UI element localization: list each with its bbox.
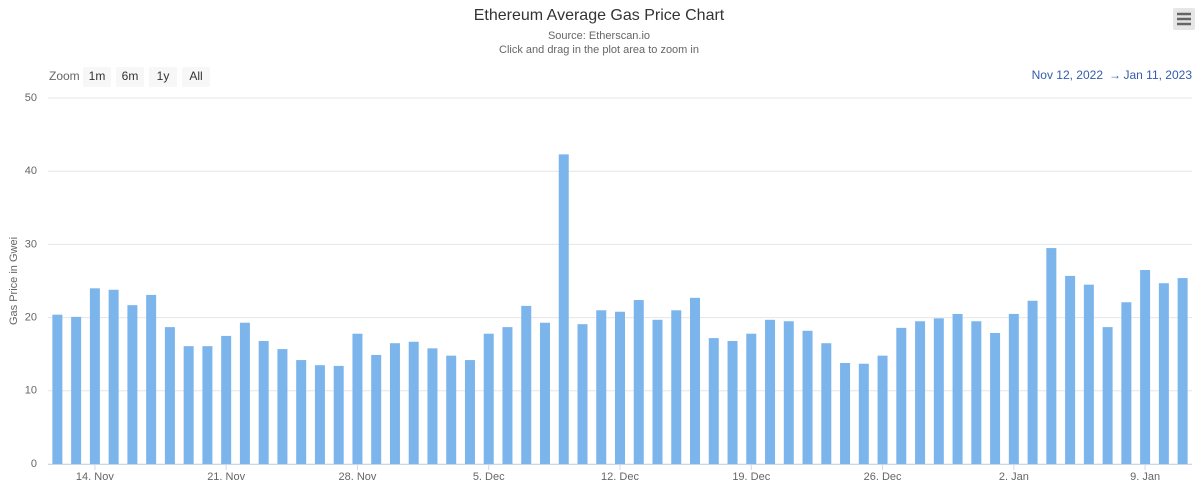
bar: [746, 333, 757, 464]
x-tick-label: 12. Dec: [601, 471, 639, 483]
bar: [539, 322, 550, 464]
x-tick-label: 9. Jan: [1130, 471, 1160, 483]
zoom-hint: Click and drag in the plot area to zoom …: [499, 44, 699, 56]
bar: [333, 365, 344, 464]
bar: [296, 360, 307, 464]
bar: [727, 341, 738, 464]
range-to: Jan 11, 2023: [1123, 68, 1192, 82]
x-tick-label: 5. Dec: [473, 471, 505, 483]
zoom-label: Zoom: [49, 69, 80, 83]
range-separator: →: [1109, 68, 1121, 82]
bar: [446, 355, 457, 464]
zoom-button-label[interactable]: All: [189, 69, 202, 83]
zoom-button[interactable]: [182, 67, 210, 87]
bar: [952, 313, 963, 464]
bar: [464, 360, 475, 464]
bar: [427, 348, 438, 464]
y-axis-title: Gas Price in Gwei: [8, 237, 20, 325]
bar: [502, 327, 513, 464]
bar: [671, 310, 682, 464]
bar: [183, 346, 194, 464]
bar: [1121, 302, 1132, 464]
bar: [521, 305, 532, 464]
bar: [765, 319, 776, 464]
bar: [633, 300, 644, 464]
bar: [915, 321, 926, 464]
y-tick-label: 10: [25, 385, 37, 397]
zoom-button[interactable]: [149, 67, 177, 87]
x-tick-label: 19. Dec: [732, 471, 770, 483]
bar: [1083, 284, 1094, 464]
bar: [52, 314, 63, 464]
range-from: Nov 12, 2022: [1032, 68, 1104, 82]
bar: [314, 365, 325, 464]
menu-icon[interactable]: [1177, 12, 1191, 26]
bar: [1140, 270, 1151, 464]
y-tick-label: 50: [25, 92, 37, 104]
bar: [408, 341, 419, 464]
bar: [971, 321, 982, 464]
bar: [990, 332, 1001, 464]
bar: [108, 289, 119, 464]
bar: [258, 341, 269, 464]
bar: [1008, 313, 1019, 464]
bar: [558, 154, 569, 464]
bar: [596, 310, 607, 464]
bar: [1027, 300, 1038, 464]
bar: [146, 294, 157, 464]
bar: [239, 322, 250, 464]
bar: [577, 324, 588, 464]
x-tick-label: 21. Nov: [207, 471, 245, 483]
zoom-button[interactable]: [83, 67, 111, 87]
bar: [371, 354, 382, 464]
zoom-button-label[interactable]: 6m: [122, 69, 139, 83]
bar: [483, 333, 494, 464]
bar: [127, 305, 138, 464]
zoom-button-label[interactable]: 1y: [157, 69, 170, 83]
bar: [615, 311, 625, 464]
bar: [896, 327, 907, 464]
bar: [277, 349, 288, 464]
zoom-button-label[interactable]: 1m: [89, 69, 106, 83]
chart-subtitle: Source: Etherscan.io: [548, 30, 650, 42]
bar: [877, 355, 888, 464]
bar: [708, 338, 719, 464]
bar: [1046, 248, 1057, 464]
y-tick-label: 30: [25, 238, 37, 250]
y-tick-label: 40: [25, 165, 37, 177]
bar: [1065, 275, 1076, 464]
x-tick-label: 14. Nov: [76, 471, 114, 483]
x-tick-label: 28. Nov: [338, 471, 376, 483]
bar: [858, 363, 869, 464]
bar: [352, 333, 363, 464]
bar: [802, 330, 813, 464]
bar: [821, 343, 832, 464]
y-tick-label: 0: [31, 458, 37, 470]
bar: [221, 335, 232, 464]
bar: [89, 288, 100, 464]
bar: [690, 297, 701, 464]
bar: [1158, 283, 1169, 464]
bar: [783, 321, 794, 464]
y-tick-label: 20: [25, 312, 37, 324]
bar: [71, 316, 82, 464]
bar: [164, 327, 175, 464]
bar: [1102, 327, 1113, 464]
menu-button[interactable]: [1173, 8, 1195, 30]
bar: [840, 362, 851, 464]
bar: [933, 318, 944, 464]
zoom-button[interactable]: [116, 67, 144, 87]
bar: [1177, 278, 1188, 464]
x-tick-label: 26. Dec: [864, 471, 902, 483]
bar: [202, 346, 213, 464]
x-tick-label: 2. Jan: [999, 471, 1029, 483]
bar: [389, 343, 400, 464]
bar: [652, 319, 663, 464]
chart-title: Ethereum Average Gas Price Chart: [474, 7, 725, 24]
